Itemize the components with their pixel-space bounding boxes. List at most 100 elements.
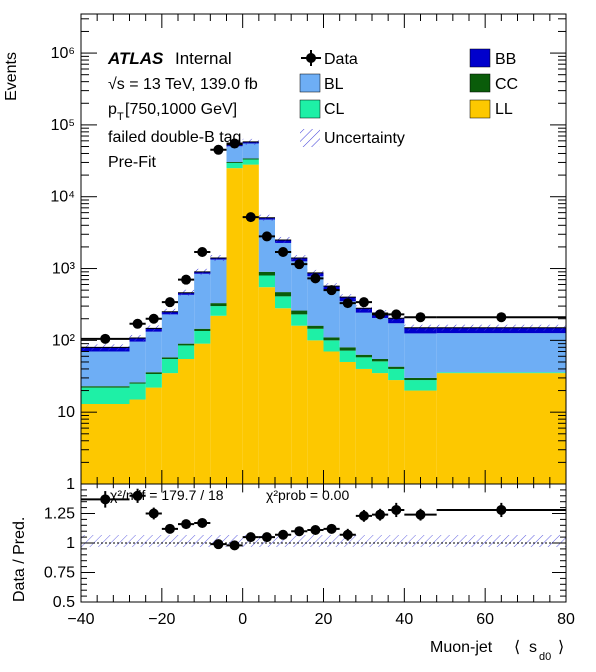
data-point-11: [294, 259, 305, 270]
bar-ll-2: [145, 387, 162, 484]
bar-ll-10: [275, 308, 292, 484]
bar-cl-2: [145, 374, 162, 388]
data-point-13: [326, 285, 337, 296]
bar-cc-17: [388, 366, 405, 369]
bar-cl-7: [226, 162, 243, 169]
bar-cl-13: [323, 340, 340, 352]
x-ticks-main: [80, 14, 567, 484]
bar-cl-15: [355, 357, 372, 369]
bar-ll-9: [258, 287, 275, 484]
legend-ll-swatch: [469, 99, 491, 119]
pt-label-sub: T: [117, 111, 124, 123]
bar-cc-10: [275, 292, 292, 297]
data-point-12: [310, 273, 321, 284]
data-point-14: [342, 298, 353, 309]
y-tick-label-1: 10: [57, 404, 75, 421]
ratio-point-9: [261, 532, 272, 543]
bar-cc-9: [258, 271, 275, 276]
bar-cc-3: [161, 357, 178, 360]
data-point-8: [245, 212, 256, 223]
bar-cc-0: [81, 386, 130, 388]
bar-cl-14: [339, 350, 356, 362]
data-point-2: [148, 313, 159, 324]
data-point-18: [415, 312, 426, 323]
bar-cl-18: [404, 380, 437, 391]
ratio-y-tick-label-3: 1.25: [44, 506, 75, 523]
bar-ll-17: [388, 380, 405, 484]
bar-ll-0: [81, 403, 130, 484]
bar-cc-14: [339, 347, 356, 351]
x-axis-ratio: −40 −20 0 20 40 60 80: [67, 484, 575, 628]
data-point-4: [181, 274, 192, 285]
y-axis-main: 1 10 10² 10³ 10⁴ 10⁵ 10⁶: [50, 18, 566, 493]
x-tick-label-0: −40: [67, 611, 94, 628]
ratio-point-13: [326, 523, 337, 534]
bar-bl-1: [129, 341, 146, 383]
legend-cc-label: CC: [495, 76, 518, 93]
x-tick-label-2: 0: [238, 611, 247, 628]
fit-label: Pre-Fit: [108, 154, 157, 171]
bar-cl-17: [388, 368, 405, 381]
energy-label: √s = 13 TeV, 139.0 fb: [108, 76, 258, 93]
bar-ll-14: [339, 361, 356, 484]
y-tick-label-0: 1: [66, 476, 75, 493]
internal-label: Internal: [175, 49, 232, 68]
bar-cc-1: [129, 382, 146, 384]
ratio-point-12: [310, 525, 321, 536]
bar-cl-5: [194, 330, 211, 344]
ratio-point-1: [132, 490, 143, 501]
bar-ll-4: [178, 359, 195, 484]
legend-bl-label: BL: [324, 76, 344, 93]
data-point-9: [261, 231, 272, 242]
bar-cc-11: [291, 310, 308, 315]
bar-bl-5: [194, 273, 211, 329]
y-tick-label-6: 10⁶: [51, 45, 75, 62]
ratio-panel: 0.5 0.75 1 1.25 −40 −20 0 20 40 60 80 χ²/ndf = 17…: [11, 483, 575, 663]
data-point-16: [375, 309, 386, 320]
bar-cc-15: [355, 354, 372, 358]
bar-cl-8: [242, 159, 259, 165]
ratio-point-4: [181, 519, 192, 530]
x-tick-label-6: 80: [557, 611, 575, 628]
bar-cc-12: [307, 325, 324, 329]
y-axis-label-ratio: Data / Pred.: [11, 517, 28, 602]
chi2prob-label: χ²prob = 0.00: [266, 487, 349, 503]
bar-bl-17: [388, 323, 405, 367]
bar-bl-16: [372, 317, 389, 360]
legend-uncertainty-swatch: [300, 129, 320, 147]
data-point-15: [358, 297, 369, 308]
ratio-point-8: [245, 532, 256, 543]
bar-bl-9: [258, 219, 275, 272]
y-tick-label-2: 10²: [52, 332, 76, 349]
ratio-point-17: [391, 504, 402, 515]
y-tick-label-5: 10⁵: [51, 117, 75, 134]
bar-bl-15: [355, 312, 372, 355]
y-axis-label-events: Events: [3, 52, 20, 101]
ratio-point-18: [415, 509, 426, 520]
bar-cc-2: [145, 372, 162, 375]
bar-bl-12: [307, 276, 324, 326]
data-points-main: [81, 138, 566, 344]
bar-bl-11: [291, 261, 308, 311]
bar-cc-7: [226, 162, 243, 163]
bar-cc-4: [178, 343, 195, 346]
legend-bb: BB: [469, 48, 516, 68]
legend-cl-swatch: [299, 99, 321, 119]
bar-ll-18: [404, 390, 437, 484]
y-tick-label-4: 10⁴: [50, 189, 75, 206]
bar-cc-6: [210, 303, 227, 307]
legend-ll-label: LL: [495, 101, 513, 118]
chi2-label: χ²/ndf = 179.7 / 18: [110, 487, 224, 503]
bar-ll-15: [355, 368, 372, 484]
x-tick-label-4: 40: [395, 611, 413, 628]
y-axis-ratio: 0.5 0.75 1 1.25: [44, 489, 566, 611]
bar-ll-8: [242, 164, 259, 484]
bar-bl-13: [323, 290, 340, 338]
bar-cc-8: [242, 158, 259, 160]
annotation-block: ATLAS Internal √s = 13 TeV, 139.0 fb p T…: [107, 49, 258, 171]
legend-cl-label: CL: [324, 101, 345, 118]
legend-data-label: Data: [324, 51, 358, 68]
x-tick-label-5: 60: [476, 611, 494, 628]
bar-cl-12: [307, 328, 324, 341]
pt-label-main: p: [108, 101, 117, 118]
